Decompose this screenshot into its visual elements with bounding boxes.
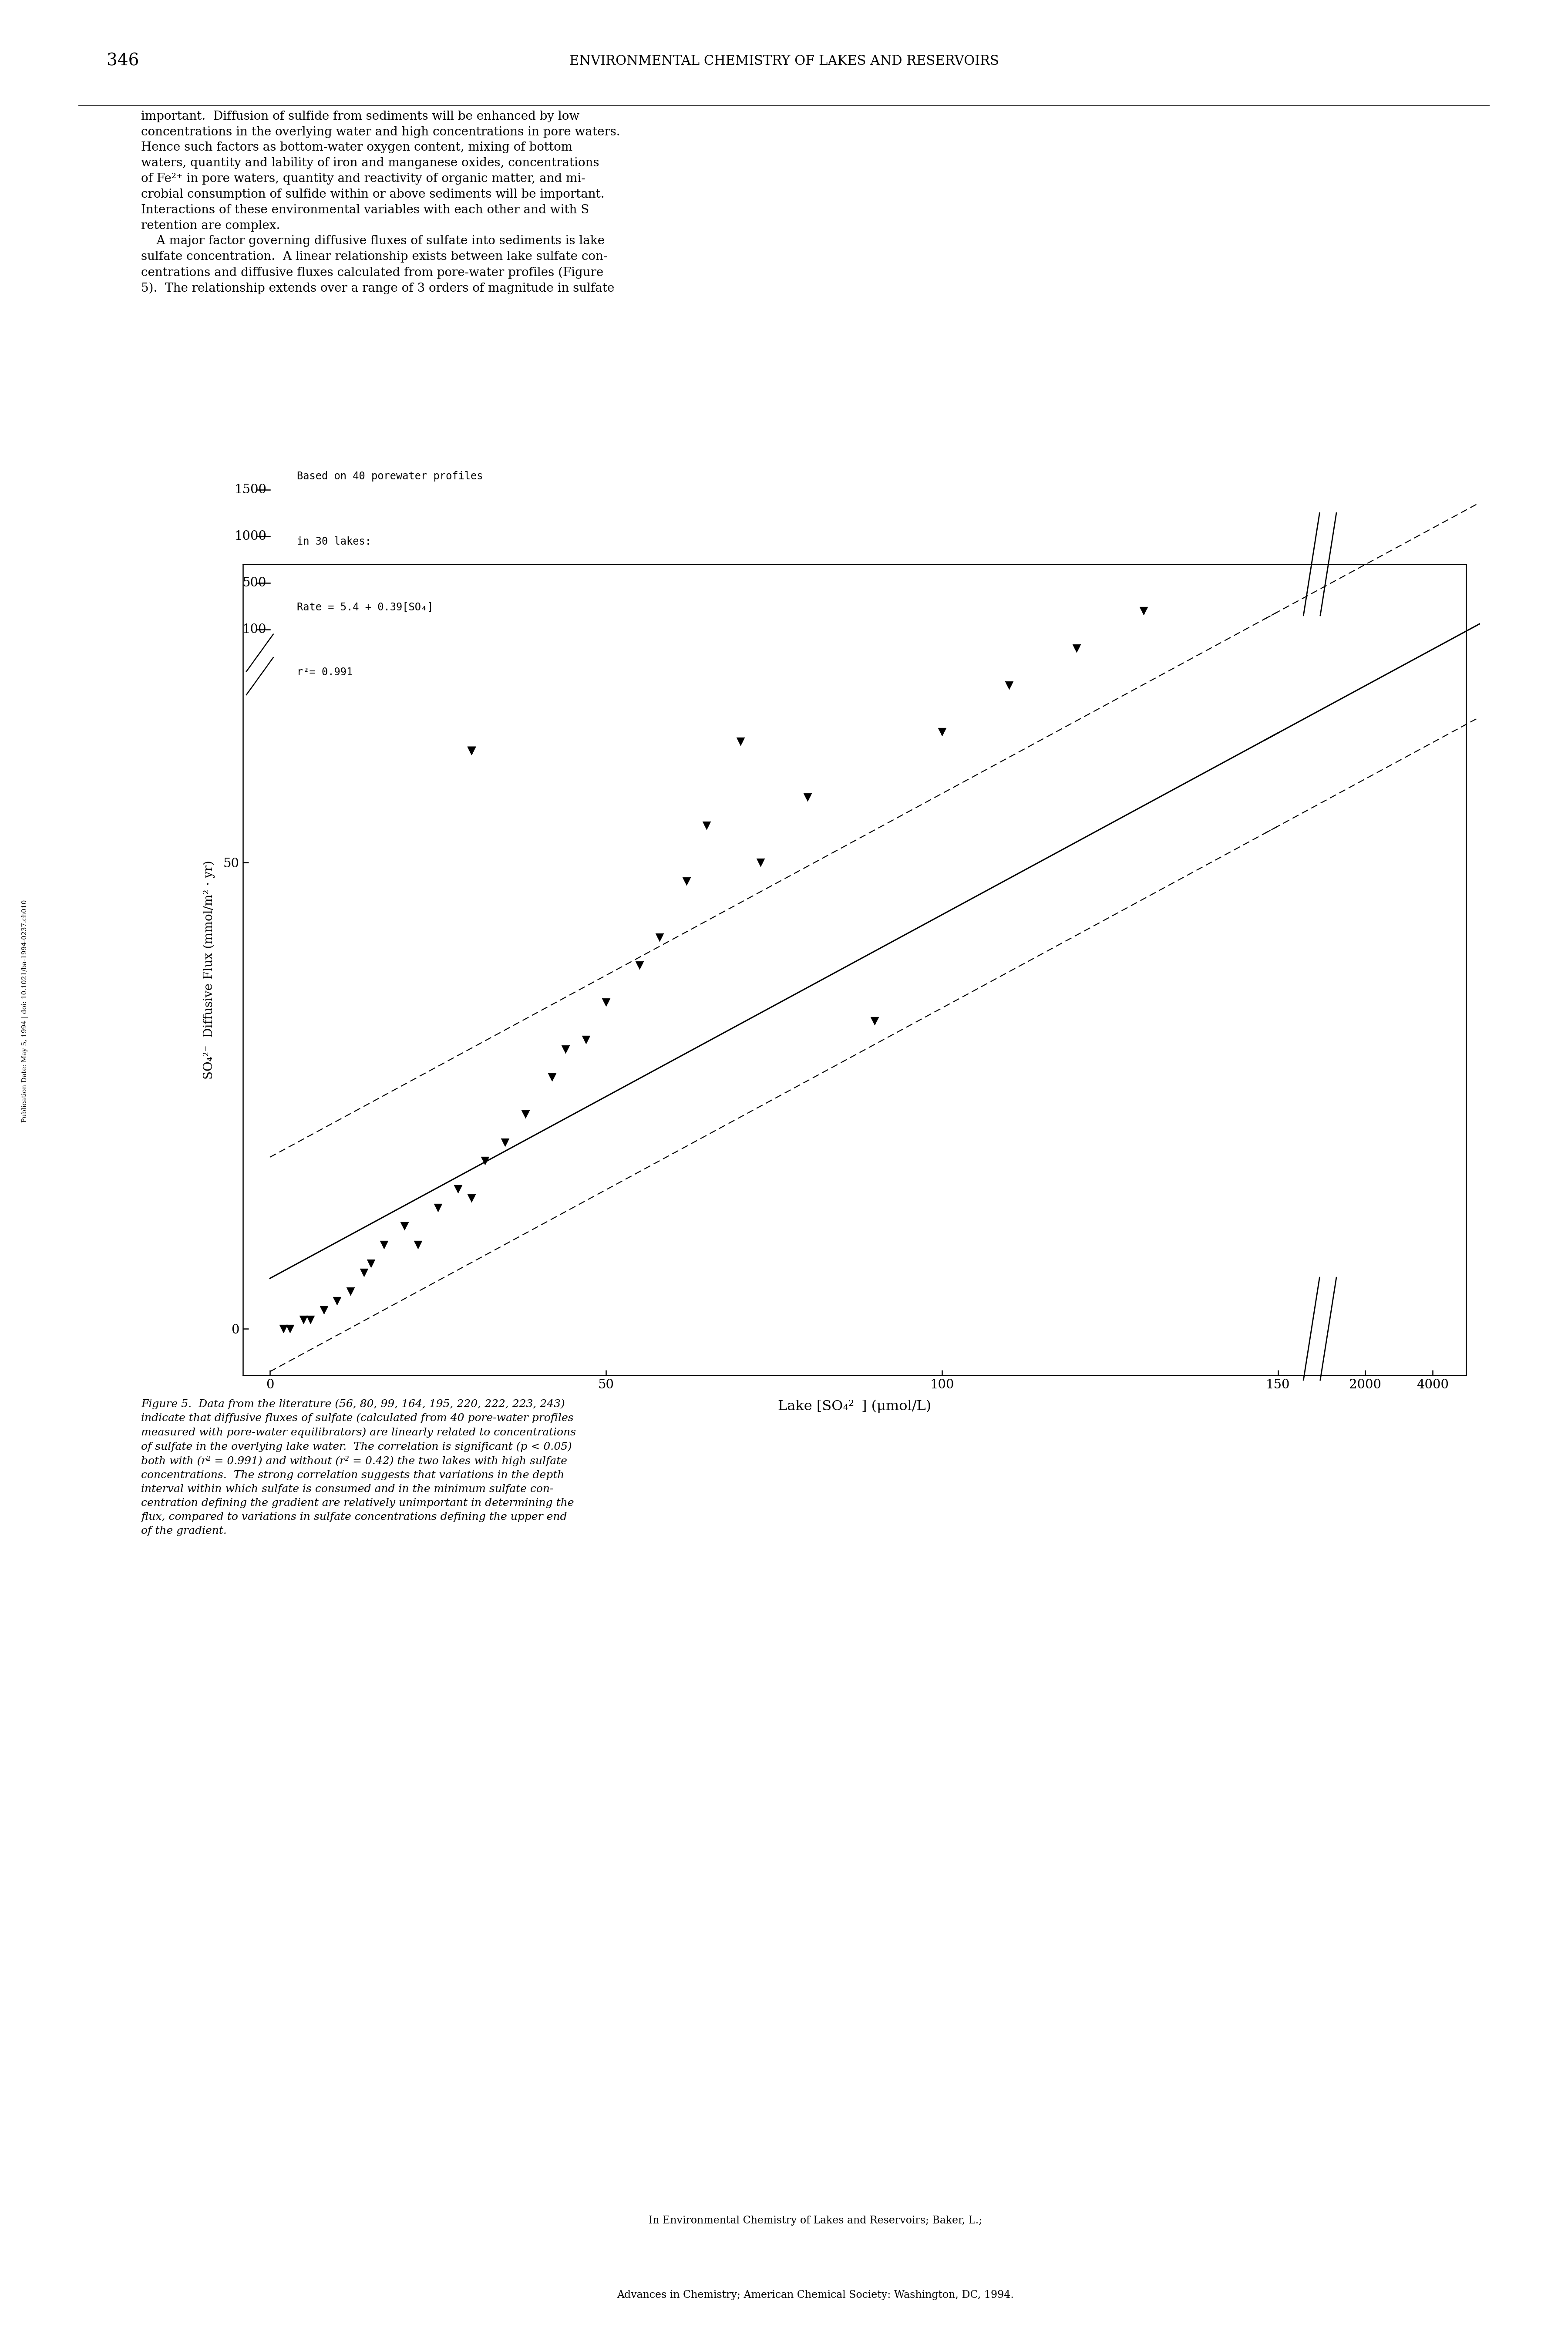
Point — [997, 668, 1022, 705]
Text: important.  Diffusion of sulfide from sediments will be enhanced by low
concentr: important. Diffusion of sulfide from sed… — [141, 110, 621, 294]
Text: 346: 346 — [107, 54, 140, 68]
Point — [695, 806, 720, 844]
Text: Figure 5.  Data from the literature (56, 80, 99, 164, 195, 220, 222, 223, 243)
i: Figure 5. Data from the literature (56, … — [141, 1399, 575, 1535]
Point — [862, 1002, 887, 1039]
Point — [472, 1143, 497, 1180]
Point — [539, 1058, 564, 1096]
Text: Based on 40 porewater profiles: Based on 40 porewater profiles — [296, 470, 483, 482]
Point — [372, 1225, 397, 1262]
Point — [574, 1020, 599, 1058]
Text: Advances in Chemistry; American Chemical Society: Washington, DC, 1994.: Advances in Chemistry; American Chemical… — [616, 2290, 1014, 2299]
Point — [271, 1310, 296, 1347]
Point — [298, 1300, 323, 1338]
Point — [351, 1253, 376, 1291]
Text: 1500: 1500 — [234, 484, 267, 496]
Point — [674, 863, 699, 900]
Point — [1131, 592, 1156, 630]
Point — [513, 1096, 538, 1133]
Text: ENVIRONMENTAL CHEMISTRY OF LAKES AND RESERVOIRS: ENVIRONMENTAL CHEMISTRY OF LAKES AND RES… — [569, 54, 999, 68]
Point — [459, 731, 485, 769]
Text: 1000: 1000 — [234, 531, 267, 543]
Text: in 30 lakes:: in 30 lakes: — [296, 536, 372, 548]
Point — [425, 1190, 450, 1227]
X-axis label: Lake [SO₄²⁻] (μmol/L): Lake [SO₄²⁻] (μmol/L) — [778, 1399, 931, 1413]
Point — [795, 778, 820, 816]
Point — [339, 1272, 364, 1310]
Point — [310, 1291, 336, 1328]
Text: r²= 0.991: r²= 0.991 — [296, 668, 353, 677]
Point — [358, 1244, 383, 1281]
Point — [405, 1225, 430, 1262]
Text: Rate = 5.4 + 0.39[SO₄]: Rate = 5.4 + 0.39[SO₄] — [296, 602, 433, 611]
Point — [627, 947, 652, 985]
Point — [278, 1310, 303, 1347]
Point — [459, 1180, 485, 1218]
Point — [593, 983, 618, 1020]
Text: In Environmental Chemistry of Lakes and Reservoirs; Baker, L.;: In Environmental Chemistry of Lakes and … — [649, 2215, 982, 2226]
Text: 500: 500 — [243, 576, 267, 590]
Text: 100: 100 — [243, 623, 267, 635]
Y-axis label: SO₄²⁻  Diffusive Flux (mmol/m² · yr): SO₄²⁻ Diffusive Flux (mmol/m² · yr) — [202, 860, 215, 1079]
Point — [445, 1171, 470, 1208]
Point — [292, 1300, 317, 1338]
Point — [554, 1030, 579, 1067]
Point — [748, 844, 773, 882]
Point — [930, 712, 955, 750]
Point — [648, 919, 673, 957]
Point — [1063, 630, 1088, 668]
Point — [325, 1281, 350, 1319]
Point — [492, 1124, 517, 1161]
Point — [728, 722, 753, 759]
Text: Publication Date: May 5, 1994 | doi: 10.1021/ba-1994-0237.ch010: Publication Date: May 5, 1994 | doi: 10.… — [22, 900, 28, 1121]
Point — [392, 1208, 417, 1246]
